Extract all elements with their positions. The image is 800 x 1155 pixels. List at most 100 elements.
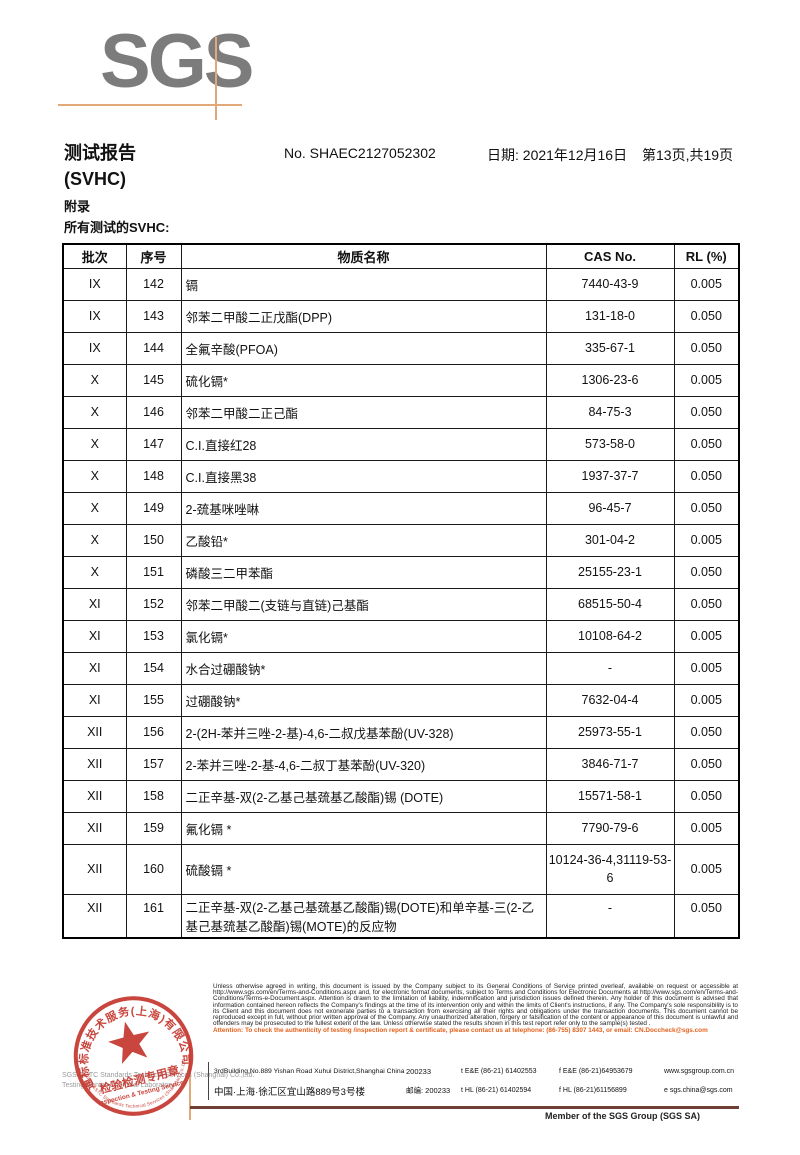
cell-batch: X — [62, 459, 127, 493]
telephone-hl: t HL (86-21) 61402594 — [461, 1087, 532, 1094]
cell-index: 146 — [125, 395, 182, 429]
authenticity-attention-text: Attention: To check the authenticity of … — [213, 1027, 708, 1035]
cell-batch: XII — [62, 811, 127, 845]
cell-name: 2-苯并三唑-2-基-4,6-二叔丁基苯酚(UV-320) — [180, 747, 547, 781]
cell-name: C.I.直接红28 — [180, 427, 547, 461]
cell-batch: X — [62, 363, 127, 397]
cell-batch: IX — [62, 331, 127, 365]
table-row: X 150 乙酸铅* 301-04-2 0.005 — [62, 523, 740, 557]
cell-cas: 10124-36-4,31119-53-6 — [545, 843, 675, 895]
table-row: XI 152 邻苯二甲酸二(支链与直链)己基酯 68515-50-4 0.050 — [62, 587, 740, 621]
cell-index: 154 — [125, 651, 182, 685]
stamp-star-icon — [108, 1021, 150, 1064]
cell-index: 161 — [125, 893, 182, 939]
table-row: XII 156 2-(2H-苯并三唑-2-基)-4,6-二叔戊基苯酚(UV-328)… — [62, 715, 740, 749]
address-block: 3rdBuilding,No.889 Yishan Road Xuhui Dis… — [208, 1062, 740, 1100]
table-row: XII 161 二正辛基-双(2-乙基己基巯基乙酸酯)锡(DOTE)和单辛基-三(2… — [62, 893, 740, 939]
cell-cas: 3846-71-7 — [545, 747, 675, 781]
postcode-english: 200233 — [406, 1067, 432, 1076]
address-english: 3rdBuilding,No.889 Yishan Road Xuhui Dis… — [214, 1068, 405, 1075]
cell-index: 143 — [125, 299, 182, 333]
cell-cas: 335-67-1 — [545, 331, 675, 365]
cell-name: 邻苯二甲酸二正戊酯(DPP) — [180, 299, 547, 333]
cell-rl: 0.005 — [673, 843, 740, 895]
cell-name: 邻苯二甲酸二正己酯 — [180, 395, 547, 429]
page-number: 第13页,共19页 — [642, 147, 734, 163]
cell-batch: XII — [62, 779, 127, 813]
cell-cas: - — [545, 651, 675, 685]
table-row: IX 144 全氟辛酸(PFOA) 335-67-1 0.050 — [62, 331, 740, 365]
cell-index: 160 — [125, 843, 182, 895]
report-date: 日期: 2021年12月16日 — [487, 147, 628, 163]
cell-name: 过硼酸钠* — [180, 683, 547, 717]
cell-rl: 0.050 — [673, 331, 740, 365]
table-row: X 146 邻苯二甲酸二正己酯 84-75-3 0.050 — [62, 395, 740, 429]
cell-name: 乙酸铅* — [180, 523, 547, 557]
cell-batch: XII — [62, 715, 127, 749]
stamp-ring — [73, 996, 194, 1116]
footer-terms-block: Unless otherwise agreed in writing, this… — [213, 983, 738, 1035]
cell-rl: 0.050 — [673, 491, 740, 525]
lab-company-line1: SGS-CSTC Standards Technical Services (S… — [62, 1072, 255, 1079]
cell-cas: 7440-43-9 — [545, 267, 675, 301]
cell-name: 磷酸三二甲苯酯 — [180, 555, 547, 589]
table-row: XII 158 二正辛基-双(2-乙基己基巯基乙酸酯)锡 (DOTE) 15571-5… — [62, 779, 740, 813]
cell-batch: XI — [62, 587, 127, 621]
cell-index: 158 — [125, 779, 182, 813]
header-index: 序号 — [125, 243, 182, 269]
table-row: XII 157 2-苯并三唑-2-基-4,6-二叔丁基苯酚(UV-320) 3846-… — [62, 747, 740, 781]
cell-batch: X — [62, 395, 127, 429]
cell-name: 二正辛基-双(2-乙基己基巯基乙酸酯)锡 (DOTE) — [180, 779, 547, 813]
report-number: No. SHAEC2127052302 — [284, 145, 436, 161]
cell-index: 155 — [125, 683, 182, 717]
cell-batch: XI — [62, 619, 127, 653]
cell-cas: 15571-58-1 — [545, 779, 675, 813]
cell-name: C.I.直接黑38 — [180, 459, 547, 493]
cell-index: 142 — [125, 267, 182, 301]
header-cas-no: CAS No. — [545, 243, 675, 269]
cell-cas: 25973-55-1 — [545, 715, 675, 749]
cell-rl: 0.005 — [673, 267, 740, 301]
lab-company-name: SGS-CSTC Standards Technical Services (S… — [62, 1071, 254, 1090]
cell-rl: 0.050 — [673, 459, 740, 493]
inspection-stamp: 通标标准技术服务(上海)有限公司 SGS-CSTC Standards Tech… — [42, 966, 226, 1150]
table-row: XII 159 氟化镉 * 7790-79-6 0.005 — [62, 811, 740, 845]
cell-rl: 0.005 — [673, 683, 740, 717]
cell-rl: 0.050 — [673, 299, 740, 333]
table-row: IX 143 邻苯二甲酸二正戊酯(DPP) 131-18-0 0.050 — [62, 299, 740, 333]
cell-name: 硫化镉* — [180, 363, 547, 397]
cell-index: 145 — [125, 363, 182, 397]
cell-rl: 0.005 — [673, 523, 740, 557]
cell-name: 氟化镉 * — [180, 811, 547, 845]
cell-rl: 0.050 — [673, 427, 740, 461]
header-rl-percent: RL (%) — [673, 243, 740, 269]
cell-cas: 7790-79-6 — [545, 811, 675, 845]
cell-index: 159 — [125, 811, 182, 845]
cell-cas: 68515-50-4 — [545, 587, 675, 621]
logo-vertical-line — [215, 37, 217, 120]
cell-batch: XI — [62, 651, 127, 685]
cell-cas: 10108-64-2 — [545, 619, 675, 653]
cell-rl: 0.050 — [673, 395, 740, 429]
footer-divider-rule — [190, 1106, 739, 1109]
appendix-label: 附录 — [64, 199, 91, 214]
cell-index: 157 — [125, 747, 182, 781]
cell-index: 156 — [125, 715, 182, 749]
table-row: XI 155 过硼酸钠* 7632-04-4 0.005 — [62, 683, 740, 717]
page-title: 测试报告 — [64, 143, 136, 163]
svhc-substance-table: 批次 序号 物质名称 CAS No. RL (%) IX 142 镉 7440-43-… — [62, 243, 740, 940]
cell-batch: XII — [62, 747, 127, 781]
cell-rl: 0.005 — [673, 363, 740, 397]
cell-rl: 0.005 — [673, 811, 740, 845]
cell-name: 邻苯二甲酸二(支链与直链)己基酯 — [180, 587, 547, 621]
header-batch: 批次 — [62, 243, 127, 269]
cell-cas: 1937-37-7 — [545, 459, 675, 493]
table-row: XI 154 水合过硼酸钠* -0.005 — [62, 651, 740, 685]
cell-name: 硫酸镉 * — [180, 843, 547, 895]
cell-cas: 131-18-0 — [545, 299, 675, 333]
table-row: X 151 磷酸三二甲苯酯 25155-23-1 0.050 — [62, 555, 740, 589]
cell-name: 水合过硼酸钠* — [180, 651, 547, 685]
cell-index: 153 — [125, 619, 182, 653]
email-address: e sgs.china@sgs.com — [664, 1087, 733, 1094]
cell-cas: 96-45-7 — [545, 491, 675, 525]
